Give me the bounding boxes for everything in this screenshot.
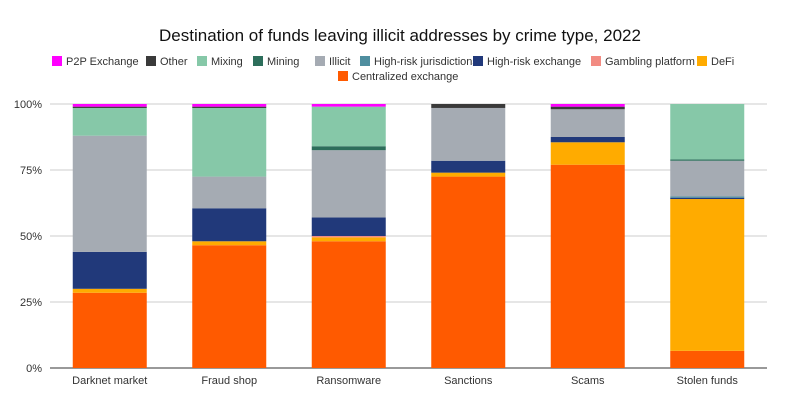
legend-swatch xyxy=(360,56,370,66)
y-tick-label: 25% xyxy=(20,297,42,309)
bar-segment-scams-centralized-exchange xyxy=(550,164,625,368)
bar-segment-darknet-market-high-risk-exchange xyxy=(72,251,147,289)
bar-segment-ransomware-illicit xyxy=(311,150,386,218)
bar-segment-scams-p2p-exchange xyxy=(550,104,625,107)
legend-label: Illicit xyxy=(329,56,350,68)
bar-darknet-market xyxy=(72,104,147,368)
legend-swatch xyxy=(146,56,156,66)
legend-label: Gambling platform xyxy=(605,56,695,68)
x-tick-label: Ransomware xyxy=(316,375,381,387)
legend-label: DeFi xyxy=(711,56,734,68)
bar-segment-stolen-funds-mixing xyxy=(670,104,745,160)
bar-stolen-funds xyxy=(670,104,745,368)
legend-label: P2P Exchange xyxy=(66,56,139,68)
bar-segment-sanctions-illicit xyxy=(431,107,506,161)
legend-item-illicit: Illicit xyxy=(315,56,350,68)
x-tick-label: Fraud shop xyxy=(201,375,257,387)
legend-label: Centralized exchange xyxy=(352,71,458,83)
bar-segment-fraud-shop-high-risk-exchange xyxy=(192,208,267,242)
bar-segment-scams-illicit xyxy=(550,109,625,137)
bar-segment-ransomware-high-risk-exchange xyxy=(311,217,386,236)
legend-label: High-risk exchange xyxy=(487,56,581,68)
bar-segment-ransomware-centralized-exchange xyxy=(311,241,386,368)
bar-segment-sanctions-high-risk-exchange xyxy=(431,160,506,173)
y-tick-label: 50% xyxy=(20,231,42,243)
bar-segment-scams-high-risk-exchange xyxy=(550,137,625,143)
legend-swatch xyxy=(315,56,325,66)
bar-segment-fraud-shop-other xyxy=(192,106,267,108)
bar-segment-stolen-funds-defi xyxy=(670,199,745,351)
legend-swatch xyxy=(591,56,601,66)
legend-label: High-risk jurisdictions xyxy=(374,56,478,68)
x-tick-label: Darknet market xyxy=(72,375,147,387)
bar-segment-darknet-market-defi xyxy=(72,288,147,293)
legend-item-mining: Mining xyxy=(253,56,299,68)
bar-segment-ransomware-mixing xyxy=(311,106,386,147)
bar-segment-fraud-shop-illicit xyxy=(192,176,267,209)
legend-label: Mining xyxy=(267,56,299,68)
bar-segment-fraud-shop-mixing xyxy=(192,107,267,177)
bar-ransomware xyxy=(311,104,386,368)
legend-item-defi: DeFi xyxy=(697,56,734,68)
bar-segment-stolen-funds-mining xyxy=(670,159,745,161)
legend: P2P Exchange Other Mixing Mining Illicit High… xyxy=(52,56,734,83)
bar-segment-sanctions-centralized-exchange xyxy=(431,176,506,368)
legend-label: Other xyxy=(160,56,188,68)
bar-segment-stolen-funds-high-risk-jurisdictions xyxy=(670,196,745,198)
legend-swatch xyxy=(253,56,263,66)
bar-segment-stolen-funds-high-risk-exchange xyxy=(670,197,745,200)
bar-segment-ransomware-mining xyxy=(311,146,386,151)
chart-title: Destination of funds leaving illicit add… xyxy=(159,26,641,45)
bar-segment-fraud-shop-defi xyxy=(192,241,267,246)
bar-segment-darknet-market-centralized-exchange xyxy=(72,292,147,368)
bar-segment-darknet-market-illicit xyxy=(72,135,147,252)
bar-segment-darknet-market-mixing xyxy=(72,107,147,136)
legend-item-high-risk-jurisdictions: High-risk jurisdictions xyxy=(360,56,478,68)
y-tick-label: 100% xyxy=(14,99,42,111)
legend-item-mixing: Mixing xyxy=(197,56,243,68)
bar-sanctions xyxy=(431,104,506,368)
legend-label: Mixing xyxy=(211,56,243,68)
bar-fraud-shop xyxy=(192,104,267,368)
y-tick-label: 0% xyxy=(26,363,42,375)
legend-item-other: Other xyxy=(146,56,188,68)
legend-swatch xyxy=(473,56,483,66)
legend-item-p2p-exchange: P2P Exchange xyxy=(52,56,139,68)
bar-segment-darknet-market-p2p-exchange xyxy=(72,104,147,107)
bars xyxy=(72,104,745,368)
legend-item-centralized-exchange: Centralized exchange xyxy=(338,71,458,83)
legend-swatch xyxy=(197,56,207,66)
x-tick-label: Stolen funds xyxy=(677,375,739,387)
legend-item-high-risk-exchange: High-risk exchange xyxy=(473,56,581,68)
bar-segment-stolen-funds-centralized-exchange xyxy=(670,350,745,368)
bar-scams xyxy=(550,104,625,368)
bar-segment-ransomware-p2p-exchange xyxy=(311,104,386,107)
bar-segment-fraud-shop-centralized-exchange xyxy=(192,245,267,368)
legend-item-gambling-platform: Gambling platform xyxy=(591,56,695,68)
bar-segment-stolen-funds-illicit xyxy=(670,160,745,197)
bar-segment-darknet-market-other xyxy=(72,106,147,108)
legend-swatch xyxy=(338,71,348,81)
bar-segment-ransomware-defi xyxy=(311,237,386,242)
x-tick-label: Scams xyxy=(571,375,605,387)
legend-swatch xyxy=(697,56,707,66)
bar-segment-fraud-shop-p2p-exchange xyxy=(192,104,267,107)
legend-swatch xyxy=(52,56,62,66)
gridlines xyxy=(50,103,767,369)
x-axis: Darknet market Fraud shop Ransomware Sancti… xyxy=(72,375,738,387)
bar-segment-sanctions-other xyxy=(431,104,506,108)
bar-segment-sanctions-defi xyxy=(431,172,506,177)
bar-segment-scams-other xyxy=(550,106,625,110)
x-tick-label: Sanctions xyxy=(444,375,493,387)
y-axis: 0% 25% 50% 75% 100% xyxy=(14,99,42,375)
bar-segment-ransomware-gambling-platform xyxy=(311,236,386,238)
bar-segment-scams-defi xyxy=(550,142,625,165)
y-tick-label: 75% xyxy=(20,165,42,177)
